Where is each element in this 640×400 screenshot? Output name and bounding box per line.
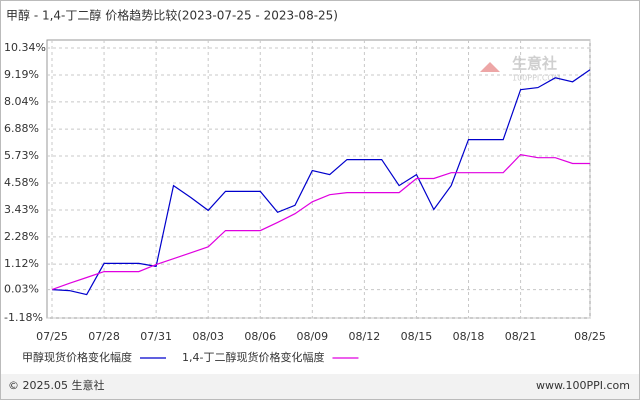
y-tick-label: 9.19%: [4, 68, 39, 81]
y-tick-label: 3.43%: [4, 203, 39, 216]
watermark-text: 生意社: [512, 55, 557, 73]
x-tick-label: 08/18: [453, 330, 485, 343]
chart-title: 甲醇 - 1,4-丁二醇 价格趋势比较(2023-07-25 - 2023-08…: [6, 8, 338, 23]
legend-label: 1,4-丁二醇现货价格变化幅度: [182, 350, 324, 364]
series-line: [51, 153, 590, 291]
x-tick-label: 07/25: [36, 330, 68, 343]
x-tick-label: 08/15: [401, 330, 433, 343]
x-tick-label: 08/06: [244, 330, 276, 343]
y-tick-label: 10.34%: [4, 41, 46, 54]
y-tick-label: 8.04%: [4, 95, 39, 108]
legend-label: 甲醇现货价格变化幅度: [22, 350, 132, 364]
y-tick-label: 4.58%: [4, 176, 39, 189]
watermark-text: 100PPI.COM: [512, 74, 561, 83]
x-tick-label: 07/28: [88, 330, 120, 343]
x-tick-label: 08/12: [349, 330, 381, 343]
footer-left: © 2025.05 生意社: [8, 378, 104, 392]
watermark: 生意社 100PPI.COM: [480, 55, 561, 83]
x-tick-label: 08/09: [296, 330, 328, 343]
x-tick-label: 08/21: [505, 330, 537, 343]
footer-right: www.100PPI.com: [536, 379, 630, 392]
watermark-logo: [480, 62, 500, 72]
y-tick-label: -1.18%: [4, 311, 43, 324]
x-tick-label: 08/25: [574, 330, 606, 343]
y-tick-label: 1.12%: [4, 257, 39, 270]
footer-bg: [1, 374, 639, 399]
series-line: [51, 69, 591, 296]
y-tick-label: 0.03%: [4, 283, 39, 296]
y-tick-label: 6.88%: [4, 122, 39, 135]
x-tick-label: 08/03: [192, 330, 224, 343]
x-tick-label: 07/31: [140, 330, 172, 343]
y-tick-label: 5.73%: [4, 149, 39, 162]
y-tick-label: 2.28%: [4, 230, 39, 243]
